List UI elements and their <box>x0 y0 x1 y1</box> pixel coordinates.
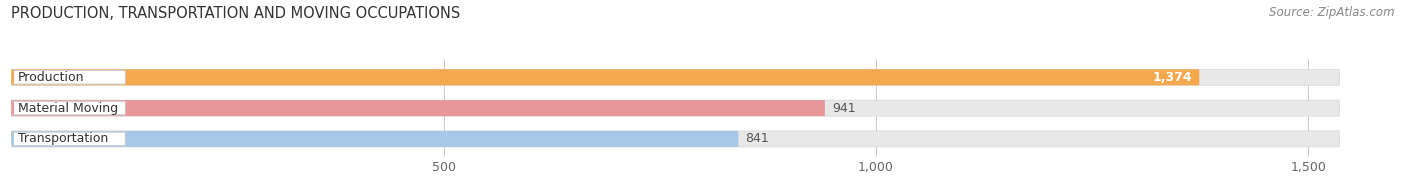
Text: Transportation: Transportation <box>18 132 108 145</box>
FancyBboxPatch shape <box>11 69 1199 85</box>
Text: PRODUCTION, TRANSPORTATION AND MOVING OCCUPATIONS: PRODUCTION, TRANSPORTATION AND MOVING OC… <box>11 6 461 21</box>
Text: 841: 841 <box>745 132 769 145</box>
FancyBboxPatch shape <box>11 69 1340 85</box>
FancyBboxPatch shape <box>11 100 1340 116</box>
FancyBboxPatch shape <box>13 132 125 146</box>
Text: 1,374: 1,374 <box>1153 71 1192 84</box>
FancyBboxPatch shape <box>11 131 1340 147</box>
FancyBboxPatch shape <box>13 71 125 84</box>
Text: 941: 941 <box>832 102 855 115</box>
Text: Source: ZipAtlas.com: Source: ZipAtlas.com <box>1270 6 1395 19</box>
FancyBboxPatch shape <box>13 101 125 115</box>
Text: Production: Production <box>18 71 84 84</box>
Text: Material Moving: Material Moving <box>18 102 118 115</box>
FancyBboxPatch shape <box>11 100 825 116</box>
FancyBboxPatch shape <box>11 131 738 147</box>
